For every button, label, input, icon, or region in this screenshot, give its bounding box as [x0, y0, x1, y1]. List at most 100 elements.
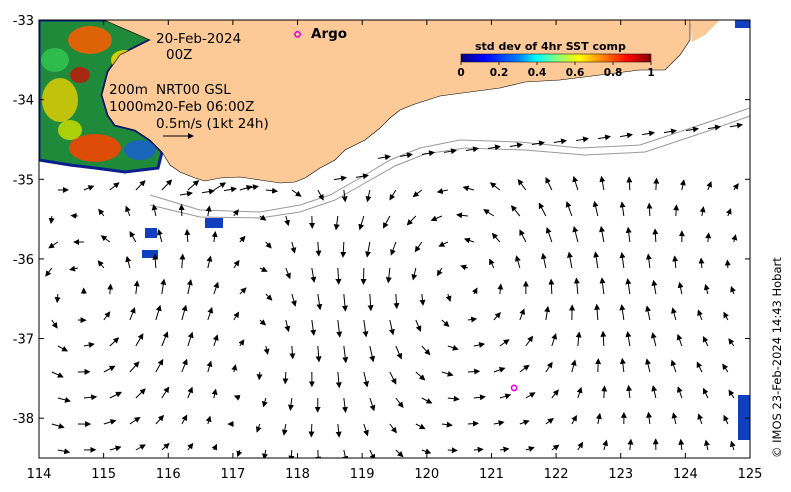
velocity-arrow	[730, 285, 736, 295]
velocity-arrow	[593, 251, 600, 269]
velocity-arrow	[187, 386, 193, 399]
velocity-arrow	[129, 361, 140, 373]
velocity-arrow	[281, 423, 288, 436]
velocity-arrow	[722, 363, 729, 373]
velocity-arrow	[414, 241, 423, 253]
sst-hotspot	[68, 26, 112, 54]
velocity-arrow	[205, 205, 212, 217]
velocity-arrow	[619, 304, 626, 321]
velocity-arrow	[107, 283, 114, 295]
velocity-arrow	[645, 253, 652, 269]
velocity-arrow	[109, 337, 120, 347]
velocity-arrow	[673, 204, 680, 217]
velocity-arrow	[187, 331, 194, 347]
sst-hotspot	[42, 78, 78, 122]
y-axis: -33 -34 -35 -36 -37 -38	[13, 14, 750, 427]
velocity-arrow	[489, 182, 501, 191]
velocity-arrow	[551, 444, 560, 451]
velocity-arrow	[445, 293, 452, 303]
velocity-arrow	[290, 241, 297, 254]
velocity-arrow	[206, 360, 213, 373]
date-label: 20-Feb-2024	[156, 31, 241, 47]
velocity-arrow	[233, 395, 241, 401]
velocity-arrow	[316, 293, 323, 311]
velocity-arrow	[365, 189, 372, 203]
velocity-arrow	[627, 438, 634, 451]
x-tick-label: 119	[350, 467, 375, 482]
velocity-arrow	[100, 235, 111, 243]
velocity-arrow	[395, 345, 403, 360]
velocity-arrow	[362, 319, 369, 338]
velocity-arrow	[57, 396, 71, 403]
velocity-arrow	[335, 267, 342, 285]
velocity-arrow	[725, 208, 732, 217]
velocity-arrow	[499, 446, 510, 453]
velocity-arrow	[155, 304, 162, 321]
model-label: NRT00 GSL	[156, 82, 231, 98]
velocity-arrow	[259, 214, 267, 221]
x-tick-label: 120	[414, 467, 439, 482]
velocity-arrow	[389, 319, 395, 336]
velocity-arrow	[412, 189, 423, 198]
velocity-arrow	[238, 339, 245, 347]
velocity-arrow	[697, 309, 703, 321]
velocity-arrow	[103, 419, 117, 425]
velocity-arrow	[572, 175, 579, 191]
velocity-arrow	[98, 208, 105, 217]
velocity-arrow	[525, 446, 535, 452]
velocity-arrow	[125, 255, 132, 269]
argo-float-layer	[294, 30, 518, 392]
x-tick-label: 125	[738, 467, 763, 482]
velocity-arrow	[48, 215, 55, 225]
velocity-arrow	[595, 412, 602, 425]
velocity-arrow	[181, 414, 188, 425]
velocity-arrow	[467, 368, 481, 375]
velocity-arrow	[626, 176, 633, 191]
velocity-arrow	[625, 330, 632, 347]
velocity-arrow	[263, 345, 270, 355]
model-time-label: 20-Feb 06:00Z	[156, 99, 254, 115]
velocity-arrow	[415, 371, 426, 381]
velocity-arrow	[575, 136, 589, 143]
velocity-arrow	[443, 148, 457, 155]
velocity-arrow	[456, 212, 468, 219]
velocity-arrow	[48, 241, 59, 249]
colorbar-tick-label: 1	[647, 67, 654, 79]
velocity-arrow	[576, 386, 583, 399]
sst-hotspot	[70, 67, 90, 83]
velocity-arrow	[231, 364, 238, 373]
land-mass	[690, 20, 720, 42]
velocity-arrow	[487, 144, 501, 151]
velocity-arrow	[600, 330, 607, 347]
velocity-arrow	[187, 442, 194, 451]
velocity-arrow	[135, 333, 144, 347]
velocity-arrow	[284, 319, 291, 333]
velocity-arrow	[441, 421, 453, 428]
velocity-arrow	[57, 448, 71, 455]
velocity-arrow	[625, 226, 632, 243]
velocity-arrow	[723, 311, 729, 321]
velocity-arrow	[51, 423, 65, 429]
velocity-arrow	[367, 293, 374, 312]
velocity-arrow	[125, 205, 131, 217]
velocity-arrow	[438, 241, 449, 247]
x-tick-label: 117	[220, 467, 245, 482]
velocity-arrow	[135, 388, 146, 399]
velocity-arrow	[545, 176, 553, 191]
velocity-arrow	[493, 367, 506, 373]
velocity-arrow	[335, 423, 342, 438]
velocity-arrow	[342, 345, 349, 364]
velocity-arrow	[465, 146, 479, 153]
velocity-arrow	[723, 414, 729, 425]
velocity-arrow	[679, 179, 686, 191]
velocity-arrow	[45, 267, 53, 277]
velocity-arrow	[284, 215, 290, 227]
velocity-arrow	[499, 339, 510, 347]
velocity-arrow	[519, 364, 530, 373]
velocity-arrow	[497, 283, 504, 295]
velocity-arrow	[205, 415, 212, 425]
velocity-arrow	[551, 333, 558, 347]
colorbar-title: std dev of 4hr SST comp	[475, 40, 626, 53]
argo-legend-label: Argo	[311, 26, 347, 42]
velocity-arrow	[212, 334, 219, 347]
